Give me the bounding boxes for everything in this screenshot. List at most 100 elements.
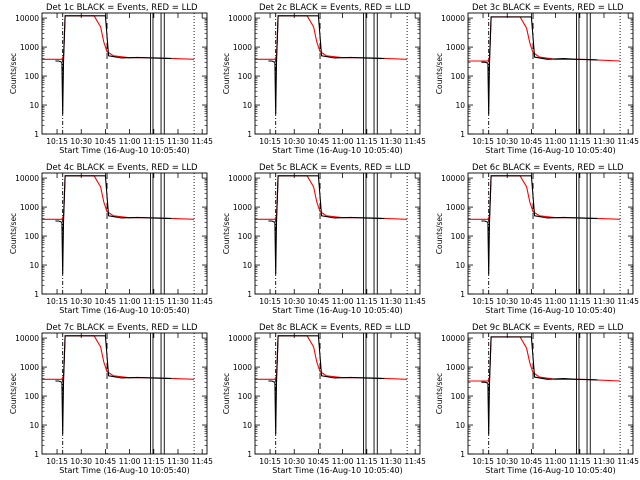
y-tick-label: 10 (29, 101, 39, 110)
plot-frame (41, 172, 208, 295)
y-tick-label: 100 (238, 232, 253, 241)
chart-title: Det 2c BLACK = Events, RED = LLD (259, 3, 411, 13)
x-tick-label: 10:45 (521, 297, 543, 306)
chart-panel: Det 9c BLACK = Events, RED = LLD 1 10 100 10… (435, 323, 639, 475)
y-axis-label: Counts/sec (9, 373, 18, 414)
reference-lines (275, 13, 408, 134)
x-tick-label: 11:45 (191, 457, 213, 466)
chart-panel: Det 3c BLACK = Events, RED = LLD 1 10 100 10… (435, 3, 639, 155)
y-tick-label: 10000 (228, 174, 252, 183)
x-tick-label: 11:30 (380, 137, 402, 146)
y-tick-label: 1000 (233, 363, 252, 372)
x-tick-label: 11:45 (191, 297, 213, 306)
y-tick-label: 10000 (15, 174, 39, 183)
x-tick-label: 10:45 (308, 137, 330, 146)
x-tick-label: 10:45 (308, 457, 330, 466)
y-axis-label: Counts/sec (222, 53, 231, 94)
x-axis-label: Start Time (16-Aug-10 10:05:40) (485, 146, 616, 155)
chart-title: Det 3c BLACK = Events, RED = LLD (472, 3, 624, 13)
y-tick-label: 100 (25, 72, 40, 81)
x-tick-label: 10:15 (259, 457, 281, 466)
chart-panel: Det 5c BLACK = Events, RED = LLD 1 10 100 10… (222, 163, 426, 315)
x-tick-label: 11:00 (119, 457, 141, 466)
x-axis-label: Start Time (16-Aug-10 10:05:40) (485, 306, 616, 315)
y-tick-label: 10 (242, 101, 252, 110)
chart-title: Det 6c BLACK = Events, RED = LLD (472, 163, 624, 173)
chart-title: Det 9c BLACK = Events, RED = LLD (472, 323, 624, 333)
x-tick-label: 11:45 (617, 137, 639, 146)
plot-frame (467, 332, 634, 455)
plot-frame (254, 172, 421, 295)
x-tick-label: 11:15 (569, 297, 591, 306)
x-tick-label: 11:00 (332, 137, 354, 146)
chart-panel: Det 1c BLACK = Events, RED = LLD 1 10 100 10… (9, 3, 213, 155)
x-tick-label: 10:30 (70, 137, 92, 146)
x-tick-label: 11:00 (545, 297, 567, 306)
y-tick-label: 1000 (446, 43, 465, 52)
x-tick-label: 10:15 (472, 137, 494, 146)
chart-panel: Det 6c BLACK = Events, RED = LLD 1 10 100 10… (435, 163, 639, 315)
plot-frame (254, 12, 421, 135)
chart-title: Det 1c BLACK = Events, RED = LLD (46, 3, 198, 13)
chart-panel: Det 4c BLACK = Events, RED = LLD 1 10 100 10… (9, 163, 213, 315)
x-axis-label: Start Time (16-Aug-10 10:05:40) (272, 146, 403, 155)
y-tick-label: 1 (247, 450, 252, 459)
y-tick-label: 100 (238, 392, 253, 401)
x-tick-label: 11:00 (119, 137, 141, 146)
x-tick-label: 11:15 (143, 297, 165, 306)
chart-panel: Det 2c BLACK = Events, RED = LLD 1 10 100 10… (222, 3, 426, 155)
x-axis-label: Start Time (16-Aug-10 10:05:40) (485, 466, 616, 475)
y-tick-label: 1000 (446, 363, 465, 372)
x-tick-label: 11:45 (617, 457, 639, 466)
y-tick-label: 1000 (20, 203, 39, 212)
x-tick-label: 10:15 (259, 297, 281, 306)
y-axis-label: Counts/sec (435, 53, 444, 94)
y-axis-label: Counts/sec (9, 213, 18, 254)
y-tick-label: 10 (242, 421, 252, 430)
y-axis-label: Counts/sec (222, 373, 231, 414)
y-tick-label: 100 (451, 72, 466, 81)
y-tick-label: 1 (34, 450, 39, 459)
y-tick-label: 1 (247, 290, 252, 299)
x-tick-label: 10:30 (70, 457, 92, 466)
x-tick-label: 11:30 (167, 297, 189, 306)
x-tick-label: 10:15 (259, 137, 281, 146)
y-axis-label: Counts/sec (222, 213, 231, 254)
y-tick-label: 10000 (228, 14, 252, 23)
x-tick-label: 11:00 (119, 297, 141, 306)
x-tick-label: 10:30 (496, 297, 518, 306)
x-axis-label: Start Time (16-Aug-10 10:05:40) (59, 306, 190, 315)
y-axis-label: Counts/sec (435, 373, 444, 414)
y-tick-label: 100 (451, 392, 466, 401)
x-tick-label: 11:15 (356, 457, 378, 466)
y-tick-label: 10000 (15, 14, 39, 23)
x-tick-label: 10:15 (46, 297, 68, 306)
x-tick-label: 11:15 (143, 137, 165, 146)
y-tick-label: 10 (455, 101, 465, 110)
x-tick-label: 11:45 (404, 457, 426, 466)
x-tick-label: 11:30 (593, 137, 615, 146)
y-tick-label: 100 (451, 232, 466, 241)
x-tick-label: 10:30 (283, 297, 305, 306)
x-tick-label: 11:15 (143, 457, 165, 466)
x-tick-label: 11:45 (191, 137, 213, 146)
x-tick-label: 10:45 (95, 457, 117, 466)
y-tick-label: 1000 (20, 363, 39, 372)
y-tick-label: 10000 (441, 174, 465, 183)
x-tick-label: 11:00 (545, 137, 567, 146)
y-tick-label: 1000 (233, 203, 252, 212)
x-tick-label: 11:15 (569, 137, 591, 146)
reference-lines (275, 333, 408, 454)
x-axis-label: Start Time (16-Aug-10 10:05:40) (272, 306, 403, 315)
y-tick-label: 10 (242, 261, 252, 270)
plot-frame (467, 172, 634, 295)
x-tick-label: 11:00 (332, 457, 354, 466)
x-tick-label: 10:45 (521, 137, 543, 146)
y-tick-label: 100 (238, 72, 253, 81)
x-tick-label: 11:45 (404, 297, 426, 306)
reference-lines (488, 13, 621, 134)
y-tick-label: 100 (25, 392, 40, 401)
chart-panel: Det 8c BLACK = Events, RED = LLD 1 10 100 10… (222, 323, 426, 475)
y-tick-label: 1000 (446, 203, 465, 212)
x-tick-label: 11:00 (545, 457, 567, 466)
